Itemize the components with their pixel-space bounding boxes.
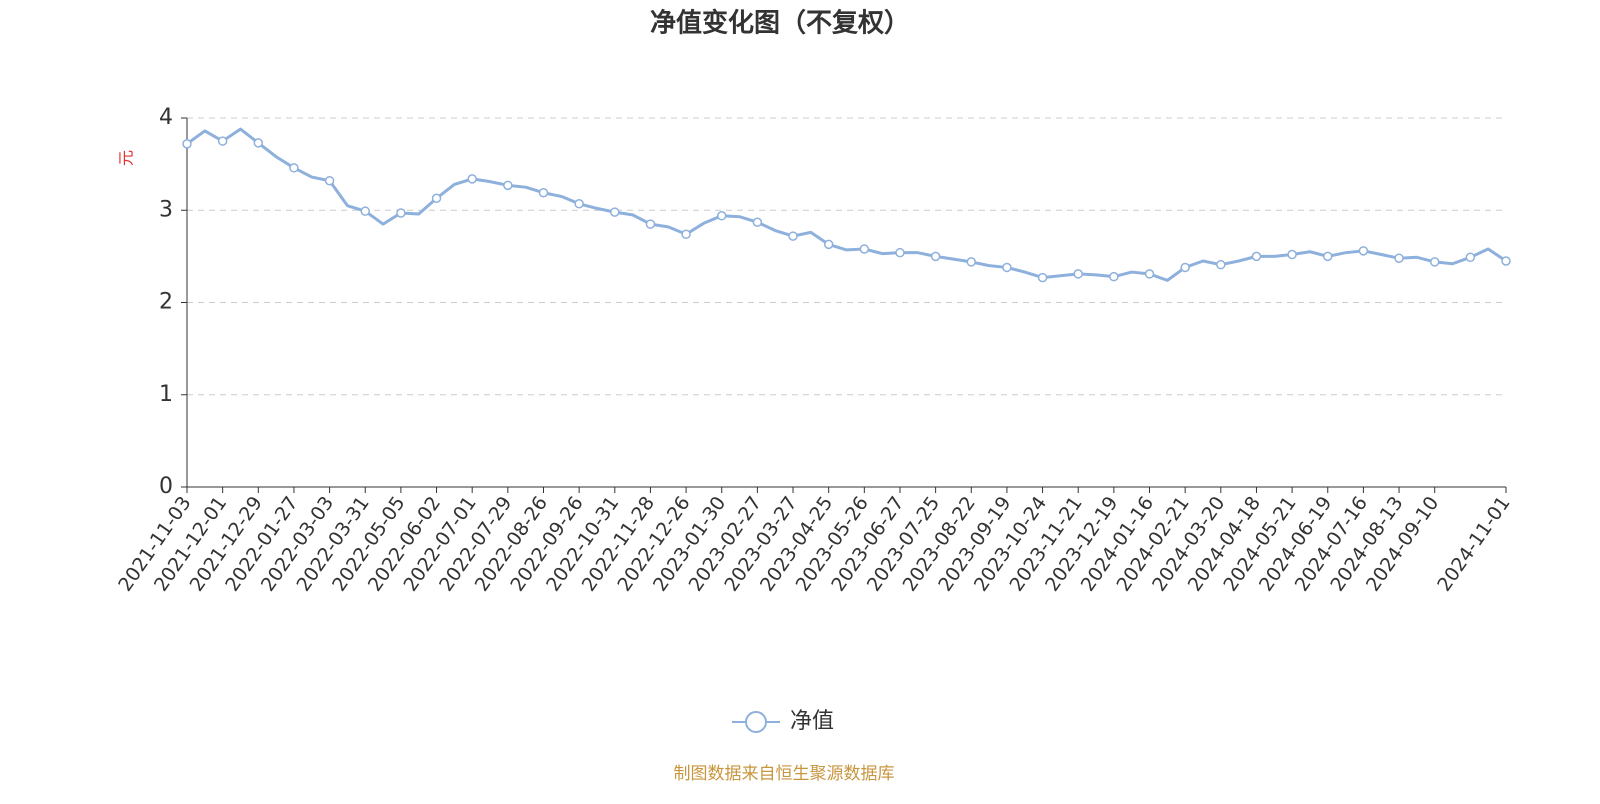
data-point xyxy=(930,251,941,262)
data-point xyxy=(360,206,370,216)
data-point xyxy=(859,244,870,254)
data-point xyxy=(431,193,442,204)
data-point xyxy=(1501,256,1511,266)
data-point xyxy=(966,257,977,267)
data-point xyxy=(467,174,477,184)
data-point xyxy=(1358,246,1369,256)
data-point xyxy=(752,217,763,227)
data-point xyxy=(1465,252,1476,263)
data-point xyxy=(610,207,620,217)
data-point xyxy=(396,208,406,218)
data-point xyxy=(1429,257,1440,267)
data-point xyxy=(574,199,584,209)
data-point xyxy=(1216,259,1226,270)
data-point xyxy=(823,239,834,250)
data-point xyxy=(895,247,905,258)
data-point xyxy=(1251,251,1262,262)
data-point xyxy=(1144,269,1155,279)
data-point xyxy=(289,163,299,173)
data-point xyxy=(1323,251,1333,262)
data-point xyxy=(324,175,335,186)
legend-marker xyxy=(745,711,767,733)
data-point xyxy=(788,231,798,241)
data-point xyxy=(538,187,549,198)
data-point xyxy=(1287,249,1297,260)
data-point xyxy=(503,180,513,191)
chart-title: 净值变化图（不复权） xyxy=(650,8,910,39)
data-point xyxy=(645,219,656,229)
data-point xyxy=(681,229,691,239)
data-point xyxy=(217,136,228,146)
data-point xyxy=(716,211,727,221)
data-point xyxy=(253,138,264,148)
data-point xyxy=(1180,262,1190,273)
y-tick-label: 0 xyxy=(159,474,173,499)
data-line xyxy=(186,127,1507,282)
y-tick-label: 1 xyxy=(159,382,173,407)
data-point xyxy=(182,139,192,149)
y-axis-label: 元 xyxy=(117,150,136,166)
data-point xyxy=(1002,262,1012,273)
x-tick-label: 2024-11-01 xyxy=(1433,492,1514,595)
data-point xyxy=(1394,253,1404,263)
data-point xyxy=(1109,271,1119,282)
y-tick-label: 4 xyxy=(159,105,173,130)
y-tick-label: 3 xyxy=(159,197,173,222)
legend-label: 净值 xyxy=(790,709,834,734)
legend[interactable]: 净值 xyxy=(732,709,834,734)
data-point xyxy=(1073,269,1083,279)
y-tick-label: 2 xyxy=(159,290,173,315)
source-note: 制图数据来自恒生聚源数据库 xyxy=(674,764,895,784)
data-point xyxy=(1037,272,1048,283)
